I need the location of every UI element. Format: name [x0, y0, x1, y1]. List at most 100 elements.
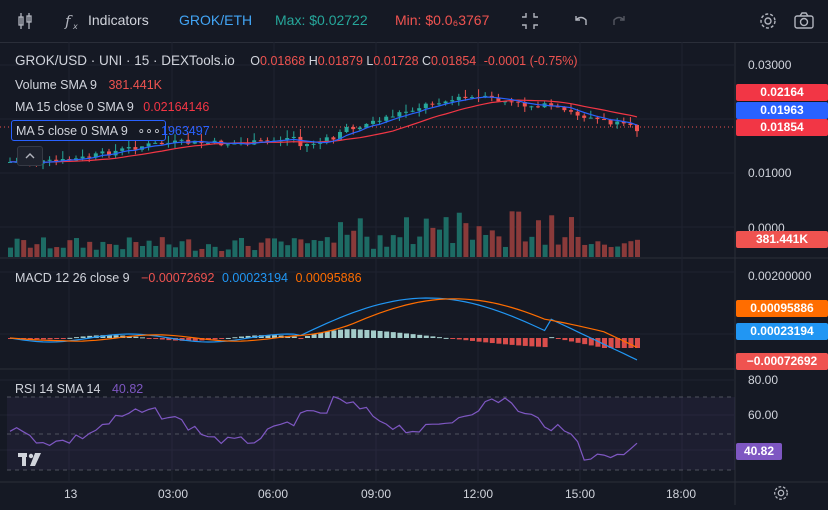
- volume-bar: [27, 247, 33, 257]
- macd-hist-bar: [47, 338, 53, 340]
- tradingview-logo[interactable]: [17, 448, 45, 470]
- candle-body: [628, 123, 633, 125]
- macd-hist-bar: [404, 333, 409, 338]
- macd-hist-bar: [575, 338, 581, 343]
- macd-hist-bar: [192, 338, 198, 341]
- macd-line: [9, 297, 638, 361]
- candle-body: [397, 112, 402, 117]
- candles-icon[interactable]: [14, 10, 36, 32]
- collapse-legend-button[interactable]: [17, 146, 43, 166]
- macd-hist-bar: [430, 336, 436, 338]
- macd-signal-tag: 0.00095886: [736, 300, 828, 317]
- more-dots-icon[interactable]: ∘∘∘: [137, 124, 161, 138]
- fullscreen-icon[interactable]: [519, 10, 541, 32]
- candle-body: [291, 136, 296, 138]
- price-tick-1: 0.03000: [748, 58, 792, 72]
- rsi-line: [9, 395, 638, 461]
- macd-hist-bar: [489, 338, 495, 344]
- macd-hist-bar: [318, 332, 324, 338]
- candle-body: [100, 151, 105, 154]
- volume-bar: [265, 238, 271, 257]
- macd-hist-bar: [384, 331, 390, 338]
- macd-hist-bar: [476, 338, 482, 342]
- ohlc-h-value: 0.01879: [317, 54, 363, 68]
- ma5-label: MA 5 close 0 SMA 9: [16, 124, 128, 138]
- rsi-legend[interactable]: RSI 14 SMA 14 40.82: [15, 382, 143, 396]
- candle-body: [503, 101, 507, 103]
- macd-hist-bar: [608, 338, 614, 348]
- volume-bar: [364, 236, 370, 257]
- macd-hist-bar: [417, 334, 423, 338]
- candle-body: [87, 156, 92, 158]
- time-tick: 09:00: [361, 487, 392, 501]
- volume-bar: [67, 240, 73, 257]
- volume-bar: [371, 248, 376, 257]
- axis-settings-gear-icon[interactable]: [772, 484, 790, 507]
- ma15-legend[interactable]: MA 15 close 0 SMA 9 0.02164146: [15, 100, 209, 114]
- macd-hist-bar: [245, 335, 251, 338]
- macd-hist-bar: [529, 338, 535, 347]
- volume-bar: [390, 235, 396, 257]
- ohlc-h-label: H: [308, 54, 318, 68]
- macd-hist-bar: [331, 330, 337, 338]
- candle-body: [450, 100, 455, 102]
- min-label: Min: $0.0₆3767: [395, 12, 490, 28]
- volume-legend[interactable]: Volume SMA 9 381.441K: [15, 78, 162, 92]
- macd-hist-bar: [483, 338, 489, 343]
- volume-bar: [272, 238, 277, 257]
- volume-bar: [555, 244, 561, 257]
- volume-bar: [232, 240, 238, 257]
- candle-body: [390, 116, 395, 118]
- max-label: Max: $0.02722: [275, 12, 368, 28]
- macd-hist-bar: [503, 338, 508, 345]
- volume-bar: [140, 245, 145, 257]
- ma15-line: [10, 99, 638, 164]
- settings-gear-icon[interactable]: [757, 10, 779, 32]
- macd-hist-bar: [153, 338, 159, 339]
- camera-icon[interactable]: [793, 10, 815, 32]
- volume-bar: [470, 239, 475, 257]
- candle-body: [562, 107, 567, 111]
- candle-body: [410, 110, 415, 112]
- undo-icon[interactable]: [570, 10, 592, 32]
- pair-label[interactable]: GROK/ETH: [179, 12, 253, 28]
- macd-hist-bar: [555, 338, 561, 339]
- candle-body: [357, 127, 362, 130]
- volume-bar: [628, 241, 634, 257]
- candle-body: [615, 121, 620, 125]
- volume-bar: [417, 236, 423, 257]
- ma15-value: 0.02164146: [143, 100, 210, 114]
- redo-icon[interactable]: [608, 10, 630, 32]
- ma5-price-tag: 0.01963: [736, 102, 828, 119]
- macd-hist-bar: [212, 338, 218, 340]
- macd-hist-bar: [443, 337, 449, 339]
- candle-body: [529, 106, 534, 108]
- ohlc-c-value: 0.01854: [431, 54, 477, 68]
- candle-body: [206, 143, 210, 145]
- ma5-legend[interactable]: MA 5 close 0 SMA 9 ∘∘∘: [11, 120, 166, 141]
- candle-body: [377, 120, 382, 122]
- ma15-price-tag: 0.02164: [736, 84, 828, 101]
- ohlc-o-label: O: [250, 54, 261, 68]
- volume-bar: [54, 247, 60, 257]
- macd-legend[interactable]: MACD 12 26 close 9 −0.00072692 0.0002319…: [15, 271, 362, 285]
- candle-body: [384, 116, 389, 121]
- volume-bar: [489, 230, 495, 257]
- volume-bar: [113, 244, 119, 257]
- macd-line-value: 0.00023194: [221, 271, 288, 285]
- indicators-button[interactable]: Indicators: [88, 12, 149, 28]
- volume-bar: [239, 237, 244, 257]
- candle-body: [437, 103, 441, 105]
- volume-bar: [324, 237, 330, 257]
- macd-hist-bar: [371, 330, 376, 338]
- macd-label: MACD 12 26 close 9: [15, 271, 130, 285]
- macd-hist-bar: [298, 338, 304, 339]
- candle-body: [146, 143, 151, 147]
- time-tick: 15:00: [565, 487, 596, 501]
- macd-hist-bar: [397, 332, 403, 338]
- volume-bar: [219, 250, 225, 257]
- time-tick: 03:00: [158, 487, 189, 501]
- chart-area[interactable]: GROK/USD · UNI · 15 · DEXTools.io O0.018…: [0, 42, 828, 505]
- volume-bar: [212, 246, 218, 257]
